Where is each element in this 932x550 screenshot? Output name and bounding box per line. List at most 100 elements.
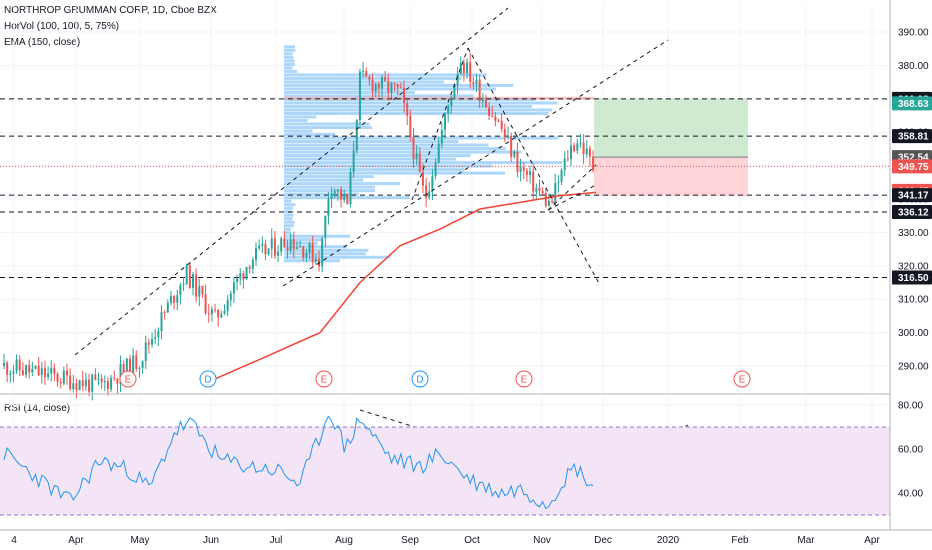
volume-bar [284, 171, 506, 175]
candle-body [396, 83, 399, 88]
volume-bar [284, 213, 294, 217]
candle-body [554, 182, 557, 202]
volume-bar [284, 66, 293, 70]
rsi-band [0, 427, 890, 515]
candle-body [151, 338, 154, 345]
candle-body [444, 113, 446, 130]
candle-body [289, 239, 292, 251]
candle-body [393, 82, 396, 84]
volume-bar [284, 119, 308, 123]
candle-body [267, 248, 270, 255]
candle-body [9, 373, 12, 375]
candle-body [346, 194, 349, 205]
candle-body [273, 238, 276, 256]
candle-body [510, 135, 513, 157]
candle-body [100, 378, 103, 382]
candle-body [286, 247, 289, 251]
candle-body [176, 295, 179, 303]
candle-body [516, 151, 519, 173]
candle-body [25, 364, 28, 375]
volume-bar [284, 143, 489, 147]
candle-body [226, 300, 229, 311]
volume-bar [284, 133, 336, 137]
candle-body [428, 191, 431, 198]
rsi-legend[interactable]: RSI (14, close) [4, 403, 71, 414]
event-label: E [521, 375, 528, 386]
candle-body [311, 243, 314, 262]
price-tag-label: 349.75 [898, 162, 929, 173]
price-tag-label: 368.63 [898, 99, 929, 110]
candle-body [125, 358, 128, 372]
candle-body [185, 265, 188, 284]
volume-bar [284, 168, 465, 172]
stop-zone [594, 157, 748, 196]
volume-bar [284, 111, 549, 115]
time-tick-label: Jul [270, 535, 283, 546]
volume-bar [284, 227, 291, 231]
candle-body [340, 189, 343, 200]
volume-bar [284, 150, 522, 154]
candle-body [475, 79, 478, 84]
volume-bar [284, 178, 364, 182]
candle-body [138, 367, 141, 369]
event-label: E [739, 375, 746, 386]
candle-body [491, 115, 494, 117]
candle-body [532, 171, 535, 192]
horvol-legend[interactable]: HorVol (100, 100, 5, 75%) [4, 21, 120, 32]
candle-body [135, 355, 138, 369]
candle-body [169, 295, 172, 303]
candle-body [239, 273, 242, 279]
price-tag-label: 352.54 [898, 153, 929, 164]
candle-body [88, 379, 91, 392]
price-tag: 368.63 [892, 96, 932, 111]
volume-bar [284, 45, 295, 49]
candle-body [251, 259, 254, 269]
event-label: E [125, 375, 132, 386]
candle-body [503, 129, 506, 138]
chart-title: NORTHROP GRUMMAN CORP, 1D, Cboe BZX [4, 5, 217, 16]
candle-body [147, 342, 150, 345]
time-tick-label: Sep [401, 535, 419, 546]
candle-body [154, 337, 157, 339]
candle-body [358, 71, 361, 121]
candle-body [295, 247, 298, 249]
candle-body [434, 162, 437, 176]
time-tick-label: Oct [464, 535, 480, 546]
time-tick-label: 2020 [657, 535, 680, 546]
trend-line [547, 184, 597, 211]
candle-body [144, 342, 147, 362]
time-tick-label: Apr [864, 535, 880, 546]
candle-body [462, 63, 465, 74]
candle-body [18, 359, 21, 371]
candle-body [210, 309, 213, 315]
event-circle [199, 370, 217, 388]
candle-body [478, 79, 481, 102]
candles [3, 52, 595, 401]
ema-legend[interactable]: EMA (150, close) [4, 37, 81, 48]
candle-body [255, 248, 257, 260]
volume-bar [284, 175, 374, 179]
candle-body [541, 190, 544, 194]
time-tick-label: Jun [203, 535, 219, 546]
event-marker: D [199, 370, 217, 388]
candle-body [481, 99, 484, 102]
price-tag-box [892, 204, 932, 219]
price-tag-box [892, 129, 932, 144]
volume-bar [284, 231, 292, 235]
candle-body [106, 381, 109, 390]
volume-bar [284, 192, 359, 196]
candle-body [387, 81, 390, 93]
price-tick-label: 330.00 [898, 228, 929, 239]
candle-body [381, 76, 383, 89]
volume-bar [284, 69, 298, 73]
candle-body [573, 145, 576, 151]
volume-bar [284, 185, 376, 189]
candle-body [333, 191, 336, 194]
volume-bar [284, 129, 313, 133]
event-marker: E [119, 370, 137, 388]
time-tick-label: Feb [731, 535, 749, 546]
candle-body [488, 107, 491, 116]
volume-bar [284, 248, 369, 252]
